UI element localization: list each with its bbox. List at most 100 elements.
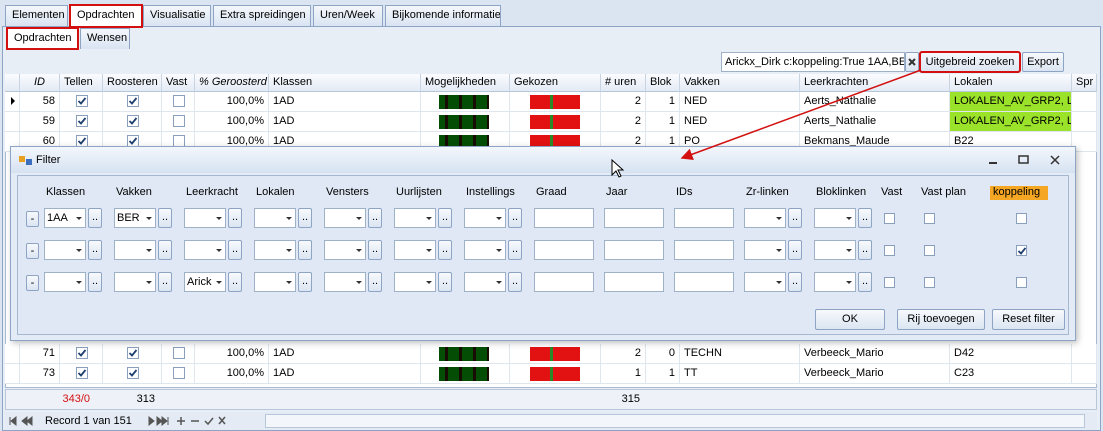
filter-combo[interactable] bbox=[44, 272, 86, 292]
sub-tab[interactable]: Opdrachten bbox=[6, 27, 79, 50]
browse-button[interactable]: .. bbox=[158, 240, 172, 260]
filter-combo[interactable] bbox=[324, 240, 366, 260]
filter-combo[interactable] bbox=[254, 208, 296, 228]
filter-combo[interactable] bbox=[464, 272, 506, 292]
sub-tab[interactable]: Wensen bbox=[80, 28, 130, 49]
filter-textbox[interactable] bbox=[604, 208, 664, 228]
filter-checkbox[interactable] bbox=[924, 213, 935, 224]
filter-combo[interactable] bbox=[814, 272, 856, 292]
filter-combo[interactable] bbox=[324, 208, 366, 228]
column-header[interactable]: Roosteren bbox=[103, 74, 162, 92]
browse-button[interactable]: .. bbox=[858, 240, 872, 260]
browse-button[interactable]: .. bbox=[788, 272, 802, 292]
filter-combo[interactable]: Arick bbox=[184, 272, 226, 292]
main-tab[interactable]: Extra spreidingen bbox=[213, 5, 311, 26]
browse-button[interactable]: .. bbox=[508, 240, 522, 260]
filter-combo[interactable]: 1AA bbox=[44, 208, 86, 228]
filter-checkbox[interactable] bbox=[884, 213, 895, 224]
browse-button[interactable]: .. bbox=[298, 208, 312, 228]
advanced-search-button[interactable]: Uitgebreid zoeken bbox=[919, 51, 1021, 73]
column-header[interactable]: Mogelijkheden bbox=[421, 74, 510, 92]
browse-button[interactable]: .. bbox=[298, 240, 312, 260]
browse-button[interactable]: .. bbox=[88, 272, 102, 292]
checkbox[interactable] bbox=[172, 95, 185, 107]
column-header[interactable]: Spr bbox=[1072, 74, 1097, 92]
browse-button[interactable]: .. bbox=[228, 208, 242, 228]
filter-checkbox[interactable] bbox=[884, 277, 895, 288]
column-header[interactable]: Gekozen bbox=[510, 74, 601, 92]
filter-combo[interactable] bbox=[744, 240, 786, 260]
checkbox[interactable] bbox=[126, 367, 139, 379]
browse-button[interactable]: .. bbox=[438, 208, 452, 228]
browse-button[interactable]: .. bbox=[858, 272, 872, 292]
checkbox[interactable] bbox=[172, 115, 185, 127]
export-button[interactable]: Export bbox=[1022, 52, 1064, 72]
main-tab[interactable]: Elementen bbox=[5, 5, 68, 26]
filter-combo[interactable] bbox=[394, 240, 436, 260]
filter-checkbox[interactable] bbox=[924, 245, 935, 256]
checkbox[interactable] bbox=[75, 115, 88, 127]
browse-button[interactable]: .. bbox=[368, 272, 382, 292]
column-header[interactable]: ID bbox=[20, 74, 60, 92]
add-row-button[interactable]: Rij toevoegen bbox=[897, 309, 985, 330]
checkbox[interactable] bbox=[75, 347, 88, 359]
main-tab[interactable]: Bijkomende informatie bbox=[385, 5, 501, 26]
remove-row-button[interactable]: - bbox=[26, 243, 39, 259]
checkbox[interactable] bbox=[172, 367, 185, 379]
browse-button[interactable]: .. bbox=[368, 240, 382, 260]
browse-button[interactable]: .. bbox=[158, 208, 172, 228]
checkbox[interactable] bbox=[172, 347, 185, 359]
column-header[interactable]: Tellen bbox=[60, 74, 103, 92]
filter-combo[interactable]: BER bbox=[114, 208, 156, 228]
filter-combo[interactable] bbox=[184, 240, 226, 260]
main-tab[interactable]: Visualisatie bbox=[143, 5, 211, 26]
checkbox[interactable] bbox=[126, 347, 139, 359]
filter-checkbox[interactable] bbox=[1016, 213, 1027, 224]
column-header[interactable]: Leerkrachten bbox=[800, 74, 950, 92]
filter-textbox[interactable] bbox=[604, 240, 664, 260]
checkbox[interactable] bbox=[75, 95, 88, 107]
browse-button[interactable]: .. bbox=[368, 208, 382, 228]
browse-button[interactable]: .. bbox=[228, 272, 242, 292]
checkbox[interactable] bbox=[126, 115, 139, 127]
browse-button[interactable]: .. bbox=[298, 272, 312, 292]
filter-textbox[interactable] bbox=[534, 240, 594, 260]
browse-button[interactable]: .. bbox=[788, 240, 802, 260]
filter-textbox[interactable] bbox=[674, 208, 734, 228]
column-header[interactable]: % Geroosterd bbox=[195, 74, 269, 92]
nav-next-last-edit[interactable] bbox=[145, 412, 255, 430]
filter-combo[interactable] bbox=[254, 240, 296, 260]
search-box[interactable]: Arickx_Dirk c:koppeling:True 1AA,BER bbox=[721, 52, 905, 72]
filter-combo[interactable] bbox=[394, 272, 436, 292]
ok-button[interactable]: OK bbox=[815, 309, 885, 330]
checkbox[interactable] bbox=[126, 95, 139, 107]
filter-combo[interactable] bbox=[464, 240, 506, 260]
window-controls[interactable] bbox=[986, 152, 1071, 168]
remove-row-button[interactable]: - bbox=[26, 211, 39, 227]
filter-textbox[interactable] bbox=[534, 208, 594, 228]
browse-button[interactable]: .. bbox=[228, 240, 242, 260]
reset-filter-button[interactable]: Reset filter bbox=[992, 309, 1065, 330]
filter-combo[interactable] bbox=[744, 272, 786, 292]
filter-checkbox[interactable] bbox=[1016, 277, 1027, 288]
checkbox[interactable] bbox=[75, 135, 88, 147]
filter-combo[interactable] bbox=[324, 272, 366, 292]
main-tab[interactable]: Opdrachten bbox=[69, 4, 143, 28]
browse-button[interactable]: .. bbox=[508, 272, 522, 292]
browse-button[interactable]: .. bbox=[788, 208, 802, 228]
filter-checkbox[interactable] bbox=[924, 277, 935, 288]
browse-button[interactable]: .. bbox=[88, 208, 102, 228]
browse-button[interactable]: .. bbox=[438, 272, 452, 292]
filter-combo[interactable] bbox=[44, 240, 86, 260]
filter-combo[interactable] bbox=[114, 272, 156, 292]
filter-textbox[interactable] bbox=[674, 272, 734, 292]
nav-first-prev[interactable] bbox=[7, 412, 47, 430]
column-header[interactable]: Vakken bbox=[680, 74, 800, 92]
filter-combo[interactable] bbox=[254, 272, 296, 292]
column-header[interactable]: Klassen bbox=[269, 74, 421, 92]
browse-button[interactable]: .. bbox=[858, 208, 872, 228]
column-header[interactable]: Vast bbox=[162, 74, 195, 92]
browse-button[interactable]: .. bbox=[158, 272, 172, 292]
filter-combo[interactable] bbox=[184, 208, 226, 228]
checkbox[interactable] bbox=[75, 367, 88, 379]
